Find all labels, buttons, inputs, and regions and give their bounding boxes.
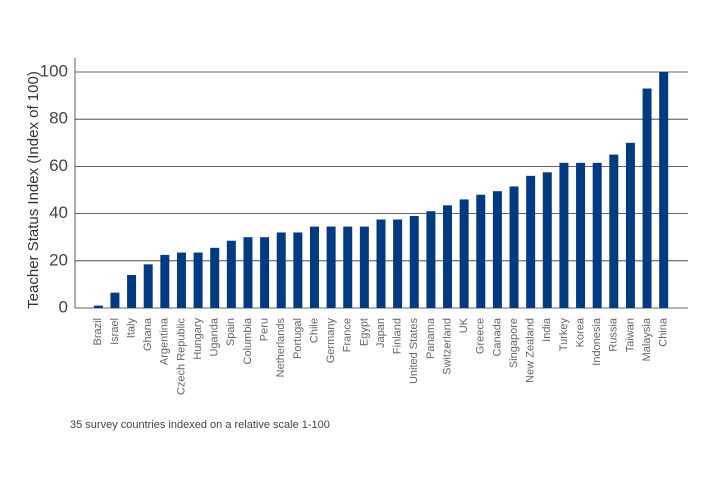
x-tick-label: Egypt xyxy=(358,318,370,346)
y-tick-label: 60 xyxy=(49,156,68,175)
bar xyxy=(260,237,270,308)
x-tick-label: India xyxy=(541,317,553,342)
bar xyxy=(526,175,536,308)
x-tick-label: Italy xyxy=(125,318,137,339)
bar xyxy=(426,211,436,308)
x-tick-label: Turkey xyxy=(558,318,570,352)
bar xyxy=(443,205,453,308)
x-tick-label: Israel xyxy=(109,318,121,345)
x-tick-label: Czech Republic xyxy=(175,318,187,396)
bar xyxy=(592,162,602,308)
bar xyxy=(243,237,253,308)
y-tick-label: 80 xyxy=(49,109,68,128)
x-tick-label: Germany xyxy=(325,318,337,364)
bar xyxy=(226,240,236,308)
bar xyxy=(476,194,486,308)
bar xyxy=(609,154,619,308)
bar xyxy=(93,305,103,308)
x-tick-label: Ghana xyxy=(142,317,154,351)
x-tick-label: Peru xyxy=(259,318,271,341)
caption: 35 survey countries indexed on a relativ… xyxy=(70,419,330,431)
bar xyxy=(376,219,386,308)
x-tick-label: Argentina xyxy=(159,317,171,365)
x-tick-label: New Zealand xyxy=(525,318,537,383)
bar xyxy=(509,186,519,308)
x-tick-label: Indonesia xyxy=(591,317,603,366)
bar xyxy=(160,254,170,308)
bar xyxy=(359,226,369,308)
x-tick-label: France xyxy=(342,318,354,352)
bar xyxy=(492,191,502,308)
bar xyxy=(343,226,353,308)
bar xyxy=(576,162,586,308)
x-tick-label: Singapore xyxy=(508,318,520,368)
x-tick-label: Netherlands xyxy=(275,318,287,378)
x-tick-label: Hungary xyxy=(192,318,204,360)
bar xyxy=(642,88,652,309)
y-tick-label: 20 xyxy=(49,250,68,269)
y-tick-label: 0 xyxy=(59,297,68,316)
x-tick-label: Switzerland xyxy=(441,318,453,375)
bar xyxy=(459,199,469,308)
x-tick-label: Columbia xyxy=(242,317,254,364)
bar xyxy=(176,252,186,308)
y-tick-label: 40 xyxy=(49,203,68,222)
bar xyxy=(625,142,635,308)
x-tick-label: Korea xyxy=(574,317,586,347)
bar xyxy=(326,226,336,308)
x-tick-label: Russia xyxy=(608,317,620,352)
x-tick-label: Canada xyxy=(491,317,503,356)
bar xyxy=(276,232,286,308)
bar xyxy=(393,219,403,308)
bar xyxy=(542,172,552,308)
x-tick-label: Japan xyxy=(375,318,387,348)
x-tick-label: Chile xyxy=(308,318,320,343)
x-tick-label: Malaysia xyxy=(641,317,653,361)
bar xyxy=(659,72,669,308)
bar xyxy=(127,274,137,308)
x-tick-label: UK xyxy=(458,317,470,333)
x-tick-label: Brazil xyxy=(92,318,104,346)
x-tick-label: Greece xyxy=(475,318,487,354)
bar xyxy=(559,162,569,308)
x-tick-label: Portugal xyxy=(292,318,304,359)
x-tick-label: Spain xyxy=(225,318,237,346)
x-tick-label: China xyxy=(658,317,670,347)
y-axis-label: Teacher Status Index (Index of 100) xyxy=(25,71,42,309)
bar xyxy=(143,264,153,308)
bar xyxy=(210,247,220,308)
x-tick-label: United States xyxy=(408,318,420,385)
x-tick-label: Panama xyxy=(425,317,437,359)
bar xyxy=(309,226,319,308)
bar xyxy=(409,215,419,308)
bar xyxy=(110,292,120,308)
x-tick-label: Uganda xyxy=(209,317,221,356)
x-tick-label: Taiwan xyxy=(624,318,636,352)
y-tick-label: 100 xyxy=(40,61,68,80)
x-tick-label: Finland xyxy=(392,318,404,354)
bar xyxy=(193,252,203,308)
bar xyxy=(293,232,303,308)
